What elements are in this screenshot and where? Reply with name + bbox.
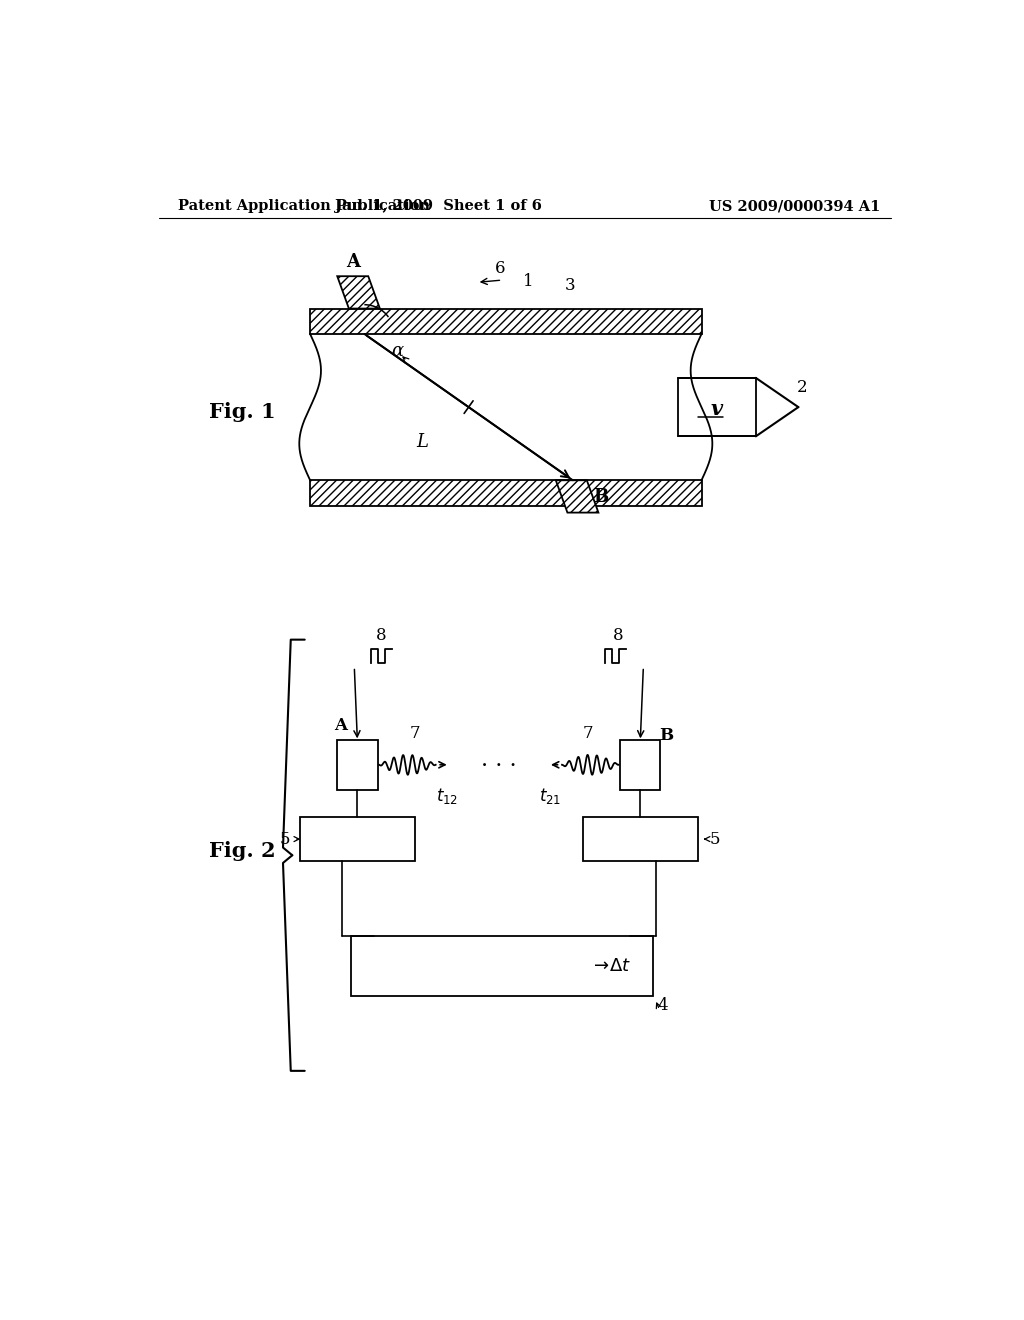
Bar	[300, 817, 415, 862]
Text: $t_{12}$: $t_{12}$	[436, 785, 459, 805]
Bar	[583, 817, 697, 862]
Text: US 2009/0000394 A1: US 2009/0000394 A1	[710, 199, 881, 213]
Text: v: v	[711, 399, 723, 418]
Polygon shape	[556, 480, 598, 512]
Text: 8: 8	[612, 627, 624, 644]
Text: A: A	[335, 717, 347, 734]
Polygon shape	[337, 276, 380, 309]
Text: 4: 4	[657, 997, 668, 1014]
Text: 2: 2	[797, 379, 808, 396]
Text: 1: 1	[522, 273, 534, 290]
Bar	[678, 378, 756, 437]
Text: L: L	[416, 433, 428, 450]
Text: 5: 5	[280, 830, 290, 847]
Text: 8: 8	[376, 627, 387, 644]
Text: 5: 5	[710, 830, 720, 847]
Text: A: A	[346, 253, 359, 272]
Text: Patent Application Publication: Patent Application Publication	[178, 199, 430, 213]
Bar	[310, 480, 701, 506]
Text: Fig. 1: Fig. 1	[209, 403, 276, 422]
Text: 3: 3	[564, 277, 575, 294]
Text: $t_{21}$: $t_{21}$	[540, 785, 561, 805]
Text: Jan. 1, 2009  Sheet 1 of 6: Jan. 1, 2009 Sheet 1 of 6	[335, 199, 542, 213]
Text: 7: 7	[410, 725, 420, 742]
Text: $\rightarrow\!\Delta t$: $\rightarrow\!\Delta t$	[590, 957, 632, 975]
Text: Fig. 2: Fig. 2	[209, 841, 276, 862]
Text: 7: 7	[583, 725, 593, 742]
Bar	[337, 739, 378, 789]
Text: 6: 6	[495, 260, 505, 277]
Bar	[310, 309, 701, 334]
Text: α: α	[391, 342, 403, 360]
Text: B: B	[593, 488, 608, 506]
Text: B: B	[659, 727, 674, 744]
Text: · · ·: · · ·	[481, 755, 517, 777]
Bar	[621, 739, 660, 789]
Bar	[351, 936, 653, 997]
